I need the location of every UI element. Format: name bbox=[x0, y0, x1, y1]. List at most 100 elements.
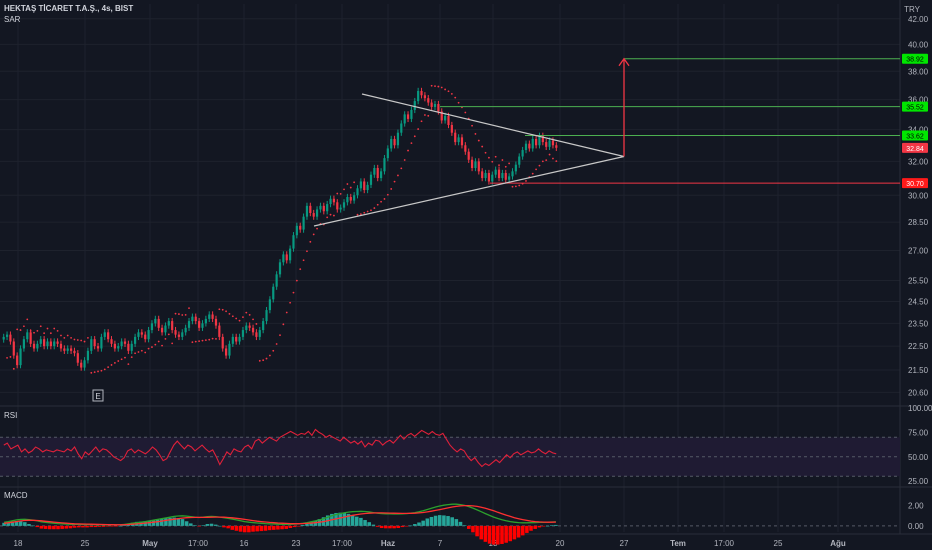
sar-dot bbox=[43, 332, 46, 335]
candle-body bbox=[275, 274, 278, 287]
macd-histogram-bar bbox=[106, 525, 110, 527]
macd-histogram-bar bbox=[118, 525, 123, 527]
sar-dot bbox=[16, 328, 19, 331]
macd-histogram-bar bbox=[442, 515, 446, 526]
sar-dot bbox=[268, 354, 271, 357]
macd-histogram-bar bbox=[392, 525, 396, 529]
sar-dot bbox=[393, 180, 396, 183]
candle-body bbox=[218, 325, 221, 337]
x-tick-label: 7 bbox=[438, 539, 443, 548]
candle-body bbox=[305, 205, 309, 217]
candle-body bbox=[201, 323, 204, 328]
macd-histogram-bar bbox=[479, 525, 484, 540]
candle-body bbox=[262, 321, 265, 331]
macd-histogram-bar bbox=[458, 521, 463, 526]
macd-histogram-bar bbox=[97, 525, 102, 527]
candle-body bbox=[379, 171, 383, 179]
target-price-text: 33.62 bbox=[906, 134, 924, 141]
candle-body bbox=[9, 334, 12, 342]
candle-body bbox=[187, 321, 191, 328]
sar-dot bbox=[228, 312, 231, 315]
candle-body bbox=[353, 195, 356, 201]
y-tick-label: 23.50 bbox=[908, 319, 929, 328]
candle-body bbox=[528, 143, 531, 149]
macd-histogram-bar bbox=[354, 516, 359, 526]
macd-histogram-bar bbox=[384, 525, 388, 529]
macd-histogram-bar bbox=[56, 525, 60, 530]
macd-histogram-bar bbox=[413, 524, 417, 526]
candle-body bbox=[235, 336, 238, 342]
sar-dot bbox=[306, 250, 308, 253]
sar-dot bbox=[285, 311, 288, 314]
macd-tick-label: 2.00 bbox=[908, 501, 924, 510]
candle-body bbox=[417, 90, 420, 102]
candle-body bbox=[221, 336, 224, 349]
candle-body bbox=[447, 115, 450, 125]
rsi-tick-label: 50.00 bbox=[908, 453, 929, 462]
sar-dot bbox=[80, 339, 83, 342]
sar-dot bbox=[413, 135, 416, 138]
macd-line bbox=[3, 503, 556, 526]
target-price-label bbox=[902, 53, 928, 64]
candle-body bbox=[140, 332, 143, 335]
macd-histogram-bar bbox=[110, 525, 114, 527]
candle-body bbox=[511, 171, 514, 177]
macd-histogram-bar bbox=[338, 512, 342, 526]
sar-dot bbox=[90, 371, 93, 374]
candle-body bbox=[272, 286, 275, 300]
candle-body bbox=[134, 336, 137, 344]
sar-dot bbox=[93, 371, 96, 374]
candle-body bbox=[299, 225, 302, 230]
candle-body bbox=[194, 316, 197, 322]
candle-body bbox=[524, 143, 528, 151]
macd-histogram-bar bbox=[64, 525, 69, 529]
sar-dot bbox=[66, 334, 69, 337]
sar-dot bbox=[73, 338, 76, 341]
macd-histogram-bar bbox=[280, 525, 284, 530]
sar-dot bbox=[134, 352, 137, 355]
candle-body bbox=[86, 350, 90, 361]
sar-dot bbox=[491, 160, 494, 163]
macd-histogram-bar bbox=[371, 524, 376, 526]
sar-dot bbox=[49, 332, 52, 335]
sar-dot bbox=[403, 159, 406, 161]
macd-histogram-bar bbox=[288, 525, 293, 529]
sar-dot bbox=[299, 268, 302, 271]
sar-dot bbox=[316, 227, 318, 230]
sar-dot bbox=[504, 165, 507, 168]
candle-body bbox=[336, 202, 339, 210]
macd-histogram-bar bbox=[379, 525, 384, 529]
x-tick-label: 16 bbox=[240, 539, 249, 548]
candle-body bbox=[491, 174, 494, 182]
sar-dot bbox=[329, 213, 332, 216]
macd-histogram-bar bbox=[408, 525, 413, 527]
y-tick-label: 30.00 bbox=[908, 191, 929, 200]
sar-dot bbox=[407, 149, 409, 152]
sar-dot bbox=[262, 359, 265, 362]
macd-histogram-bar bbox=[520, 525, 525, 536]
sar-dot bbox=[417, 128, 420, 130]
y-tick-label: 38.00 bbox=[908, 67, 929, 76]
candle-body bbox=[268, 299, 271, 311]
macd-histogram-bar bbox=[346, 513, 351, 526]
sar-dot bbox=[248, 313, 251, 316]
target-arrow-head bbox=[618, 57, 630, 67]
candle-body bbox=[413, 101, 416, 110]
sar-dot bbox=[430, 84, 433, 87]
sar-dot bbox=[538, 164, 541, 167]
sar-dot bbox=[333, 214, 335, 217]
candle-body bbox=[309, 205, 312, 214]
sar-dot bbox=[370, 209, 372, 212]
macd-histogram-bar bbox=[545, 525, 550, 527]
x-tick-label: Haz bbox=[381, 539, 395, 548]
sar-dot bbox=[174, 312, 177, 315]
sar-dot bbox=[514, 185, 517, 188]
candle-body bbox=[356, 188, 359, 196]
y-tick-label: 21.50 bbox=[908, 366, 929, 375]
sar-dot bbox=[211, 337, 214, 340]
candle-body bbox=[26, 332, 29, 340]
candle-body bbox=[66, 348, 69, 351]
rsi-tick-label: 75.00 bbox=[908, 428, 929, 437]
macd-histogram-bar bbox=[404, 525, 409, 527]
